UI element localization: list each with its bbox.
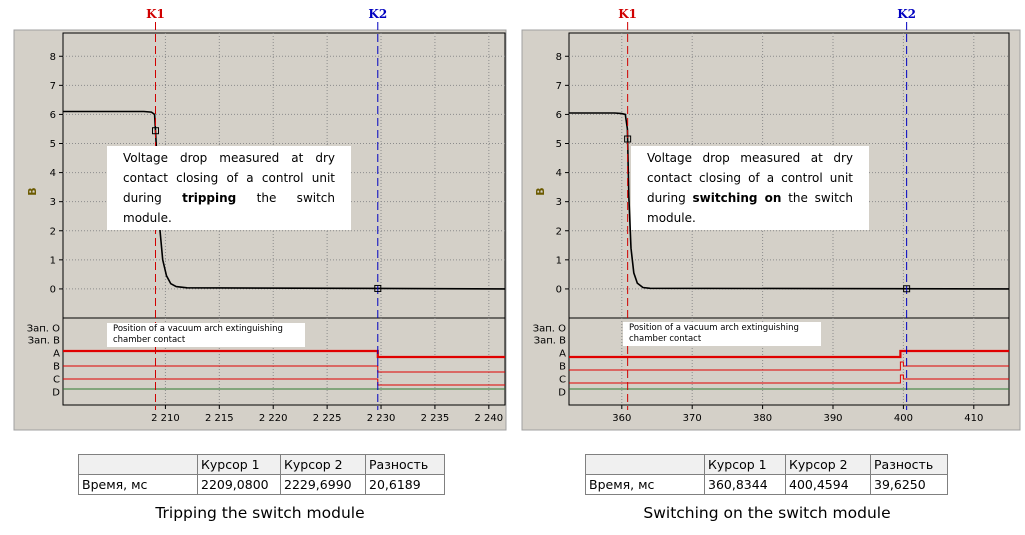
table-header-row: Курсор 1 Курсор 2 Разность bbox=[585, 454, 948, 475]
switching-on-annotation: Voltage drop measured at dry contact clo… bbox=[631, 146, 869, 230]
x-tick-label: 360 bbox=[612, 413, 631, 424]
cursor-label-k2: K2 bbox=[368, 7, 387, 21]
y-tick-label: 0 bbox=[50, 284, 56, 295]
x-tick-label: 410 bbox=[964, 413, 983, 424]
tripping-caption: Tripping the switch module bbox=[155, 504, 365, 522]
switching-on-caption: Switching on the switch module bbox=[643, 504, 891, 522]
table-row-label: Время, мс bbox=[78, 474, 198, 495]
digital-channel-label: A bbox=[559, 349, 566, 360]
table-header-difference: Разность bbox=[870, 454, 948, 475]
digital-channel-label: D bbox=[52, 388, 60, 399]
table-cell-cursor1: 2209,0800 bbox=[197, 474, 281, 495]
table-cell-cursor1: 360,8344 bbox=[704, 474, 786, 495]
digital-trace-C bbox=[569, 374, 1009, 384]
y-tick-label: 3 bbox=[556, 197, 562, 208]
y-tick-label: 8 bbox=[50, 52, 56, 63]
table-header-row: Курсор 1 Курсор 2 Разность bbox=[78, 454, 445, 475]
table-header-cursor2: Курсор 2 bbox=[785, 454, 871, 475]
x-tick-label: 2 235 bbox=[421, 413, 450, 424]
y-tick-label: 3 bbox=[50, 197, 56, 208]
table-cell-cursor2: 400,4594 bbox=[785, 474, 871, 495]
x-tick-label: 2 220 bbox=[259, 413, 288, 424]
switching-on-cursor-table: Курсор 1 Курсор 2 Разность Время, мс 360… bbox=[585, 454, 948, 495]
digital-channel-label: C bbox=[559, 375, 566, 386]
digital-trace-A bbox=[63, 349, 505, 359]
tripping-chart: 0 1 2 3 4 5 6 7 8 В 2 210 2 215 2 220 2 225 2 230 2 235… bbox=[13, 7, 507, 431]
table-cell-difference: 20,6189 bbox=[365, 474, 445, 495]
y-tick-label: 8 bbox=[556, 52, 562, 63]
digital-channel-label: Зап. В bbox=[534, 336, 566, 347]
cursor-marker-k1 bbox=[624, 135, 632, 143]
digital-channel-label: D bbox=[558, 388, 566, 399]
y-axis-label: В bbox=[26, 187, 39, 195]
digital-channel-label: C bbox=[53, 375, 60, 386]
y-tick-label: 2 bbox=[50, 226, 56, 237]
table-cell-difference: 39,6250 bbox=[870, 474, 948, 495]
x-tick-label: 2 230 bbox=[367, 413, 396, 424]
x-tick-label: 390 bbox=[823, 413, 842, 424]
digital-trace-B bbox=[569, 361, 1009, 371]
y-tick-label: 1 bbox=[50, 255, 56, 266]
y-tick-label: 6 bbox=[50, 110, 56, 121]
digital-channel-label: Зап. В bbox=[28, 336, 60, 347]
table-header-cursor2: Курсор 2 bbox=[280, 454, 366, 475]
table-row: Время, мс 2209,0800 2229,6990 20,6189 bbox=[78, 474, 445, 495]
table-row: Время, мс 360,8344 400,4594 39,6250 bbox=[585, 474, 948, 495]
cursor-label-k1: K1 bbox=[146, 7, 165, 21]
x-tick-label: 2 225 bbox=[313, 413, 342, 424]
y-tick-label: 7 bbox=[556, 81, 562, 92]
table-header-cursor1: Курсор 1 bbox=[197, 454, 281, 475]
tripping-digital-annotation: Position of a vacuum arch extinguishing … bbox=[107, 323, 305, 347]
table-cell-cursor2: 2229,6990 bbox=[280, 474, 366, 495]
digital-channel-label: A bbox=[53, 349, 60, 360]
x-tick-label: 2 210 bbox=[151, 413, 180, 424]
tripping-annotation: Voltage drop measured at dry contact clo… bbox=[107, 146, 351, 230]
tripping-cursor-table: Курсор 1 Курсор 2 Разность Время, мс 220… bbox=[78, 454, 445, 495]
y-tick-label: 5 bbox=[50, 139, 56, 150]
cursor-marker-k2 bbox=[374, 284, 382, 292]
cursor-marker-k2 bbox=[903, 285, 911, 293]
y-tick-label: 6 bbox=[556, 110, 562, 121]
y-tick-label: 4 bbox=[50, 168, 56, 179]
table-row-label: Время, мс bbox=[585, 474, 705, 495]
x-tick-label: 2 240 bbox=[475, 413, 504, 424]
switching-on-digital-annotation: Position of a vacuum arch extinguishing … bbox=[623, 322, 821, 346]
x-tick-label: 380 bbox=[753, 413, 772, 424]
cursor-marker-k1 bbox=[151, 127, 159, 135]
y-tick-label: 4 bbox=[556, 168, 562, 179]
digital-channel-label: B bbox=[53, 362, 60, 373]
digital-channel-label: Зап. О bbox=[533, 324, 566, 335]
digital-channel-label: B bbox=[559, 362, 566, 373]
y-tick-label: 1 bbox=[556, 255, 562, 266]
x-tick-label: 2 215 bbox=[205, 413, 234, 424]
table-header-blank bbox=[585, 454, 705, 475]
x-tick-label: 370 bbox=[683, 413, 702, 424]
voltage-series-line bbox=[569, 112, 1010, 290]
y-tick-label: 0 bbox=[556, 284, 562, 295]
y-tick-label: 7 bbox=[50, 81, 56, 92]
cursor-label-k1: K1 bbox=[618, 7, 637, 21]
y-tick-label: 5 bbox=[556, 139, 562, 150]
y-tick-label: 2 bbox=[556, 226, 562, 237]
digital-channel-label: Зап. О bbox=[27, 324, 60, 335]
table-header-cursor1: Курсор 1 bbox=[704, 454, 786, 475]
table-header-blank bbox=[78, 454, 198, 475]
cursor-label-k2: K2 bbox=[897, 7, 916, 21]
table-header-difference: Разность bbox=[365, 454, 445, 475]
digital-trace-A bbox=[569, 349, 1009, 359]
digital-trace-B bbox=[63, 365, 505, 373]
y-axis-label: В bbox=[534, 187, 547, 195]
x-tick-label: 400 bbox=[894, 413, 913, 424]
